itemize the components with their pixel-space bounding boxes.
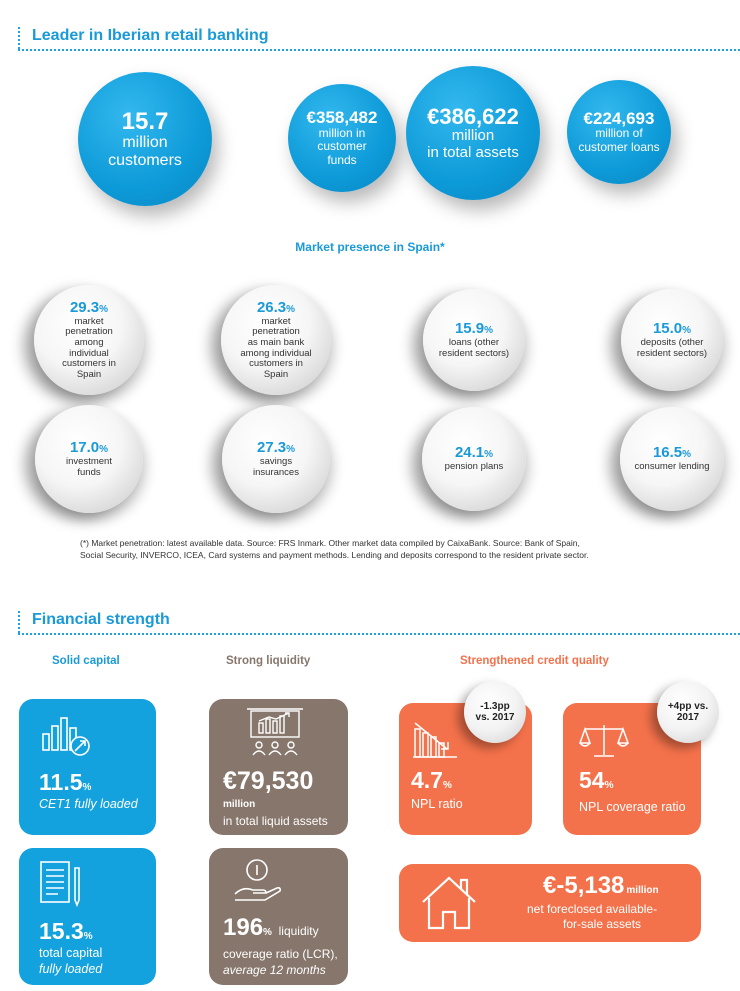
presentation-board-icon — [247, 708, 303, 756]
kpi-customer-funds: €358,482 million in customer funds — [288, 84, 396, 192]
kpi-customers-label1: million — [122, 133, 168, 151]
market-label: market penetration among individual customer… — [62, 315, 116, 380]
cet1-value: 11.5% — [39, 769, 92, 795]
bar-chart-growth-icon — [42, 717, 90, 756]
npl-label: NPL ratio — [411, 797, 463, 811]
lcr-label2: average 12 months — [223, 963, 326, 977]
kpi-loans-label1: million of — [595, 126, 643, 141]
lcr-label1: coverage ratio (LCR), — [223, 947, 338, 961]
kpi-funds-value: €358,482 — [306, 107, 378, 127]
section-header-financial: Financial strength — [18, 611, 740, 637]
total-capital-value: 15.3% — [39, 918, 93, 944]
kpi-total-assets: €386,622 million in total assets — [406, 66, 540, 200]
kpi-loans-label2: customer loans — [578, 139, 660, 154]
section-title-financial: Financial strength — [32, 611, 170, 628]
market-value: 24.1% — [454, 444, 494, 462]
card-foreclosed-assets: €-5,138 million net foreclosed available-… — [399, 864, 701, 942]
kpi-customers-value: 15.7 — [121, 107, 169, 135]
foreclosed-value: €-5,138 million — [543, 872, 659, 899]
total-capital-label1: total capital — [39, 946, 103, 960]
foreclosed-label1: net foreclosed available- — [527, 902, 658, 916]
market-bubble-investment-funds: 17.0% investment funds — [35, 405, 143, 513]
col-head-capital: Solid capital — [52, 655, 120, 667]
coverage-label: NPL coverage ratio — [579, 800, 686, 814]
balance-scale-icon — [578, 725, 630, 757]
kpi-customers-label2: customers — [108, 151, 182, 169]
house-icon — [422, 876, 476, 930]
npl-change-badge: -1.3pp vs. 2017 — [464, 681, 526, 743]
market-value: 26.3% — [256, 298, 296, 316]
market-label: pension plans — [444, 461, 504, 473]
market-bubble-individual-penetration: 29.3% market penetration among individual cus… — [34, 285, 144, 395]
market-value: 16.5% — [652, 444, 692, 462]
npl-value: 4.7% — [411, 767, 452, 793]
market-label: deposits (other resident sectors) — [636, 336, 708, 359]
market-label: loans (other resident sectors) — [438, 336, 510, 359]
market-label: investment funds — [66, 455, 112, 478]
kpi-assets-value: €386,622 — [427, 103, 519, 129]
market-value: 15.9% — [454, 319, 494, 337]
lcr-value: 196% liquidity — [223, 914, 319, 941]
market-presence-title: Market presence in Spain* — [295, 240, 445, 254]
card-liquid-assets: €79,530 million in total liquid assets — [209, 699, 348, 835]
market-value: 27.3% — [256, 438, 296, 456]
market-label: market penetration as main bank among indiv… — [240, 315, 312, 380]
card-cet1: 11.5% CET1 fully loaded — [19, 699, 156, 835]
col-head-credit: Strengthened credit quality — [460, 655, 609, 667]
section-header-retail: Leader in Iberian retail banking — [18, 27, 740, 53]
market-label: savings insurances — [253, 455, 299, 478]
market-bubble-loans: 15.9% loans (other resident sectors) — [423, 289, 525, 391]
footnote-line-1: (*) Market penetration: latest available… — [80, 538, 580, 548]
coverage-change-badge: +4pp vs. 2017 — [657, 681, 719, 743]
kpi-funds-label1: million in — [318, 125, 366, 140]
market-label: consumer lending — [634, 461, 710, 473]
col-head-liquidity: Strong liquidity — [226, 655, 311, 667]
coverage-value: 54% — [579, 767, 614, 793]
section-title-retail: Leader in Iberian retail banking — [32, 27, 269, 44]
market-value: 29.3% — [69, 298, 109, 316]
document-pencil-icon — [40, 861, 80, 908]
market-value: 17.0% — [69, 438, 109, 456]
cet1-label: CET1 fully loaded — [39, 797, 138, 811]
liquid-assets-label1: million — [223, 799, 256, 810]
kpi-loans-value: €224,693 — [583, 108, 655, 128]
liquid-assets-value: €79,530 — [223, 767, 314, 795]
kpi-assets-label2: in total assets — [427, 143, 519, 161]
hand-coin-icon — [234, 859, 281, 901]
market-bubble-pension-plans: 24.1% pension plans — [422, 407, 526, 511]
card-lcr: 196% liquidity coverage ratio (LCR), ave… — [209, 848, 348, 985]
kpi-customers: 15.7 million customers — [78, 72, 212, 206]
card-npl-coverage: 54% NPL coverage ratio — [563, 703, 701, 835]
footnote-line-2: Social Security, INVERCO, ICEA, Card sys… — [80, 550, 589, 561]
total-capital-label2: fully loaded — [39, 962, 103, 976]
kpi-assets-label1: million — [451, 126, 495, 144]
market-bubble-consumer-lending: 16.5% consumer lending — [620, 407, 724, 511]
foreclosed-label2: for-sale assets — [563, 917, 642, 931]
market-bubble-deposits: 15.0% deposits (other resident sectors) — [621, 289, 723, 391]
card-total-capital: 15.3% total capital fully loaded — [19, 848, 156, 985]
market-bubble-savings-insurances: 27.3% savings insurances — [222, 405, 330, 513]
liquid-assets-label2: in total liquid assets — [223, 814, 328, 828]
market-footnote: (*) Market penetration: latest available… — [80, 537, 680, 562]
declining-chart-icon — [413, 722, 457, 758]
kpi-customer-loans: €224,693 million of customer loans — [567, 80, 671, 184]
kpi-funds-label3: funds — [327, 152, 357, 167]
lcr-label0: liquidity — [278, 924, 319, 938]
market-bubble-main-bank-penetration: 26.3% market penetration as main bank among … — [221, 285, 331, 395]
market-value: 15.0% — [652, 319, 692, 337]
kpi-funds-label2: customer — [317, 139, 367, 154]
